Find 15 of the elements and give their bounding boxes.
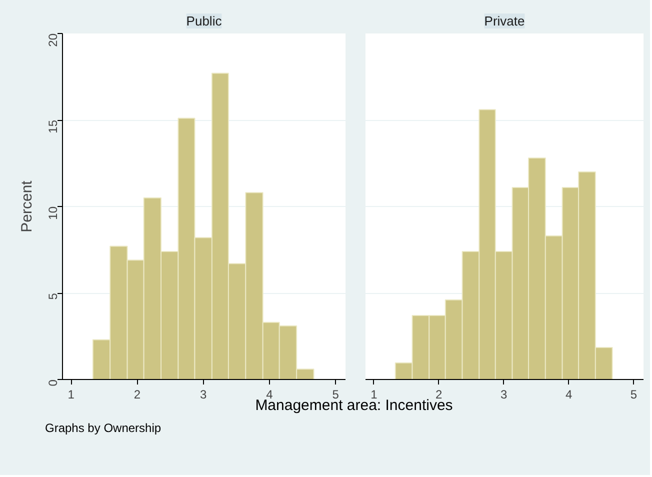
- text: Graphs by Ownership: [45, 420, 162, 437]
- x-tick-label: 2: [134, 388, 141, 402]
- y-tick-label: 0: [46, 379, 60, 386]
- x-tick-label: 3: [500, 388, 508, 402]
- chart-title: Public: [186, 14, 222, 28]
- y-axis-title: Percent: [18, 180, 36, 232]
- x-tick-label: 3: [200, 388, 207, 402]
- x-tick-label: 4: [565, 388, 572, 402]
- y-tick-label: 10: [46, 206, 60, 220]
- y-tick-label: 15: [46, 120, 60, 134]
- x-tick-label: 5: [630, 388, 638, 402]
- y-tick-label: 5: [46, 292, 60, 300]
- x-tick-label: 1: [68, 388, 75, 402]
- chart-title: Private: [484, 14, 525, 28]
- y-tick-label: 20: [46, 33, 60, 47]
